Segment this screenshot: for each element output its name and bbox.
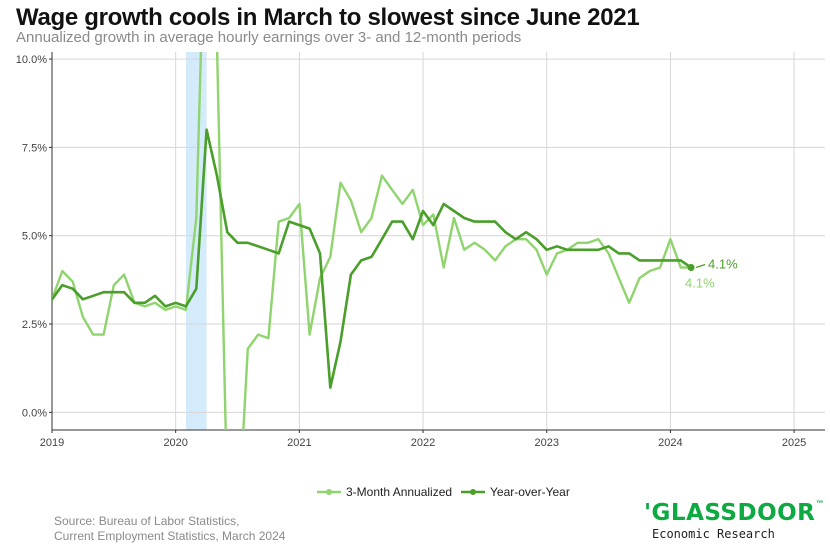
endpoint-yoy	[687, 263, 695, 271]
legend-label-yoy: Year-over-Year	[490, 485, 570, 499]
logo-text: 'GLASSDOOR	[644, 500, 816, 526]
legend-swatch-3-month	[317, 489, 341, 495]
legend-swatch-yoy	[461, 489, 485, 495]
y-tick-label-3: 7.5%	[22, 142, 47, 154]
chart-legend: 3-Month Annualized Year-over-Year	[0, 485, 830, 503]
y-tick-label-0: 0.0%	[22, 407, 47, 419]
legend-item-yoy: Year-over-Year	[460, 485, 570, 499]
annotation-label-3-month: 4.1%	[685, 275, 715, 290]
logo-wordmark: 'GLASSDOOR™	[644, 500, 824, 526]
x-tick-label-6: 2025	[782, 437, 806, 449]
source-line-1: Source: Bureau of Labor Statistics,	[54, 514, 240, 528]
logo-subtitle: Economic Research	[652, 527, 775, 541]
series-line-yoy	[52, 128, 693, 389]
annotation-leader-yoy	[695, 263, 706, 269]
chart-subtitle: Annualized growth in average hourly earn…	[16, 29, 522, 46]
legend-label-3-month: 3-Month Annualized	[346, 485, 453, 499]
source-note: Source: Bureau of Labor Statistics, Curr…	[54, 514, 285, 544]
plot-area	[52, 52, 693, 430]
chart-title: Wage growth cools in March to slowest si…	[16, 4, 640, 31]
y-tick-label-4: 10.0%	[16, 54, 47, 66]
y-tick-label-2: 5.0%	[22, 231, 47, 243]
x-tick-label-1: 2020	[163, 437, 187, 449]
source-line-2: Current Employment Statistics, March 202…	[54, 529, 286, 543]
x-tick-label-2: 2021	[287, 437, 311, 449]
x-tick-label-0: 2019	[40, 437, 64, 449]
legend-item-3-month: 3-Month Annualized	[316, 485, 452, 499]
annotation-label-yoy: 4.1%	[708, 256, 738, 271]
series-line-3-month	[52, 52, 693, 430]
x-tick-label-4: 2023	[534, 437, 558, 449]
line-chart: 0.0% 2.5% 5.0% 7.5% 10.0% 2019 2020 2021 2022 202…	[16, 52, 825, 449]
x-tick-label-5: 2024	[658, 437, 682, 449]
recession-shade-0	[185, 52, 207, 430]
glassdoor-logo: 'GLASSDOOR™ Economic Research	[644, 500, 824, 541]
logo-trademark: ™	[815, 500, 825, 510]
y-tick-label-1: 2.5%	[22, 319, 47, 331]
x-tick-label-3: 2022	[411, 437, 435, 449]
